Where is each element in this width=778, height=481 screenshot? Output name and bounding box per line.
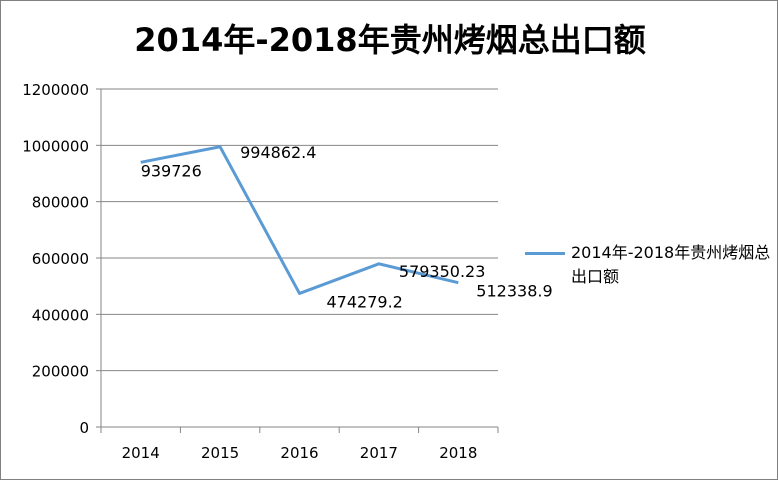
data-label: 939726 [141, 161, 202, 180]
grid-lines [101, 88, 498, 372]
y-tick-label: 0 [79, 419, 89, 437]
legend-label: 2014年-2018年贵州烤烟总出口额 [571, 243, 771, 286]
x-tick-label: 2016 [280, 444, 318, 462]
y-tick-label: 1000000 [22, 137, 89, 155]
y-tick-label: 200000 [32, 363, 89, 381]
y-tick-label: 800000 [32, 194, 89, 212]
x-tick-label: 2018 [439, 444, 477, 462]
x-tick-label: 2015 [201, 444, 239, 462]
series-layer [140, 145, 459, 295]
chart-title: 2014年-2018年贵州烤烟总出口额 [134, 21, 646, 59]
legend: 2014年-2018年贵州烤烟总出口额 [525, 241, 775, 291]
y-tick-label: 1200000 [22, 81, 89, 99]
series-line [140, 145, 459, 295]
data-label: 579350.23 [399, 262, 486, 281]
data-label: 474279.2 [327, 292, 403, 311]
data-label: 512338.9 [476, 282, 552, 301]
y-tick-label: 600000 [32, 250, 89, 268]
axes: 0 200000 400000 600000 800000 1000000 1200000 2… [22, 81, 499, 462]
x-tick-label: 2017 [360, 444, 398, 462]
legend-swatch [525, 252, 565, 255]
y-tick-label: 400000 [32, 306, 89, 324]
x-tick-label: 2014 [122, 444, 160, 462]
data-label: 994862.4 [240, 143, 316, 162]
